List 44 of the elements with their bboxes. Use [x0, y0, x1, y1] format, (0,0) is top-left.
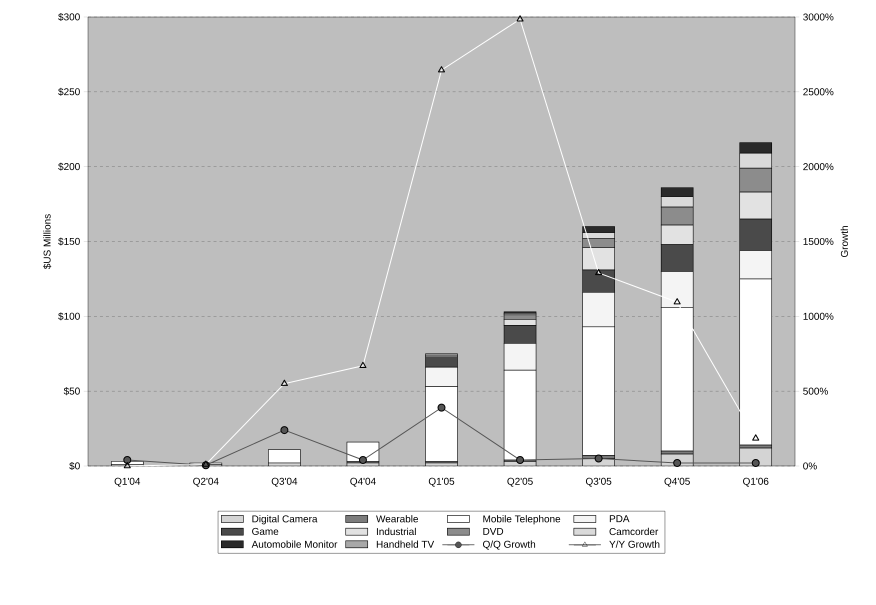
legend-label: Camcorder — [610, 528, 658, 536]
legend-label: Game — [252, 528, 278, 535]
y-tick-label: $0 — [69, 462, 80, 470]
y2-tick-label: 1000% — [804, 312, 834, 320]
x-tick-label: Q4'05 — [664, 478, 690, 487]
y2-tick-label: 1500% — [804, 238, 834, 246]
y2-tick-label: 2500% — [803, 88, 834, 96]
point — [438, 404, 446, 412]
x-tick-label: Q3'05 — [586, 478, 612, 487]
x-tick-label: Q3'04 — [272, 478, 298, 487]
x-tick-label: Q1'06 — [743, 478, 768, 487]
legend-label: Wearable — [376, 515, 418, 522]
y-axis-title: $US Millions — [43, 214, 52, 270]
legend-label: Industrial — [376, 528, 416, 536]
y2-tick-label: 3000% — [803, 13, 834, 21]
legend-label: Y/Y Growth — [609, 540, 660, 548]
y2-axis-title: Growth — [840, 226, 848, 258]
y-tick-label: $50 — [64, 387, 80, 396]
point — [752, 459, 760, 468]
x-tick-label: Q2'05 — [507, 478, 533, 487]
y2-tick-label: 500% — [803, 388, 828, 395]
legend-label: Digital Camera — [252, 515, 318, 524]
y-tick-label: $100 — [58, 312, 80, 320]
legend-label: DVD — [483, 528, 504, 535]
legend-label: Mobile Telephone — [483, 515, 560, 524]
point — [280, 426, 288, 434]
legend-label: Automobile Monitor — [252, 540, 338, 548]
point — [123, 456, 132, 464]
x-tick-label: Q1'04 — [114, 478, 140, 487]
y-tick-label: $200 — [58, 162, 80, 171]
legend-label: PDA — [610, 515, 630, 522]
y-tick-label: $150 — [58, 237, 80, 246]
y2-tick-label: 0% — [803, 462, 817, 470]
legend-label: Handheld TV — [376, 540, 434, 548]
point — [594, 454, 603, 463]
point — [516, 456, 524, 464]
x-tick-label: Q2'04 — [193, 478, 219, 487]
y-tick-label: $250 — [58, 88, 80, 96]
x-tick-label: Q1'05 — [428, 478, 454, 487]
y2-tick-label: 2000% — [803, 163, 834, 170]
legend-label: Q/Q Growth — [483, 540, 536, 550]
x-tick-label: Q4'04 — [350, 478, 376, 487]
point — [358, 456, 367, 464]
y-tick-label: $300 — [58, 12, 80, 22]
